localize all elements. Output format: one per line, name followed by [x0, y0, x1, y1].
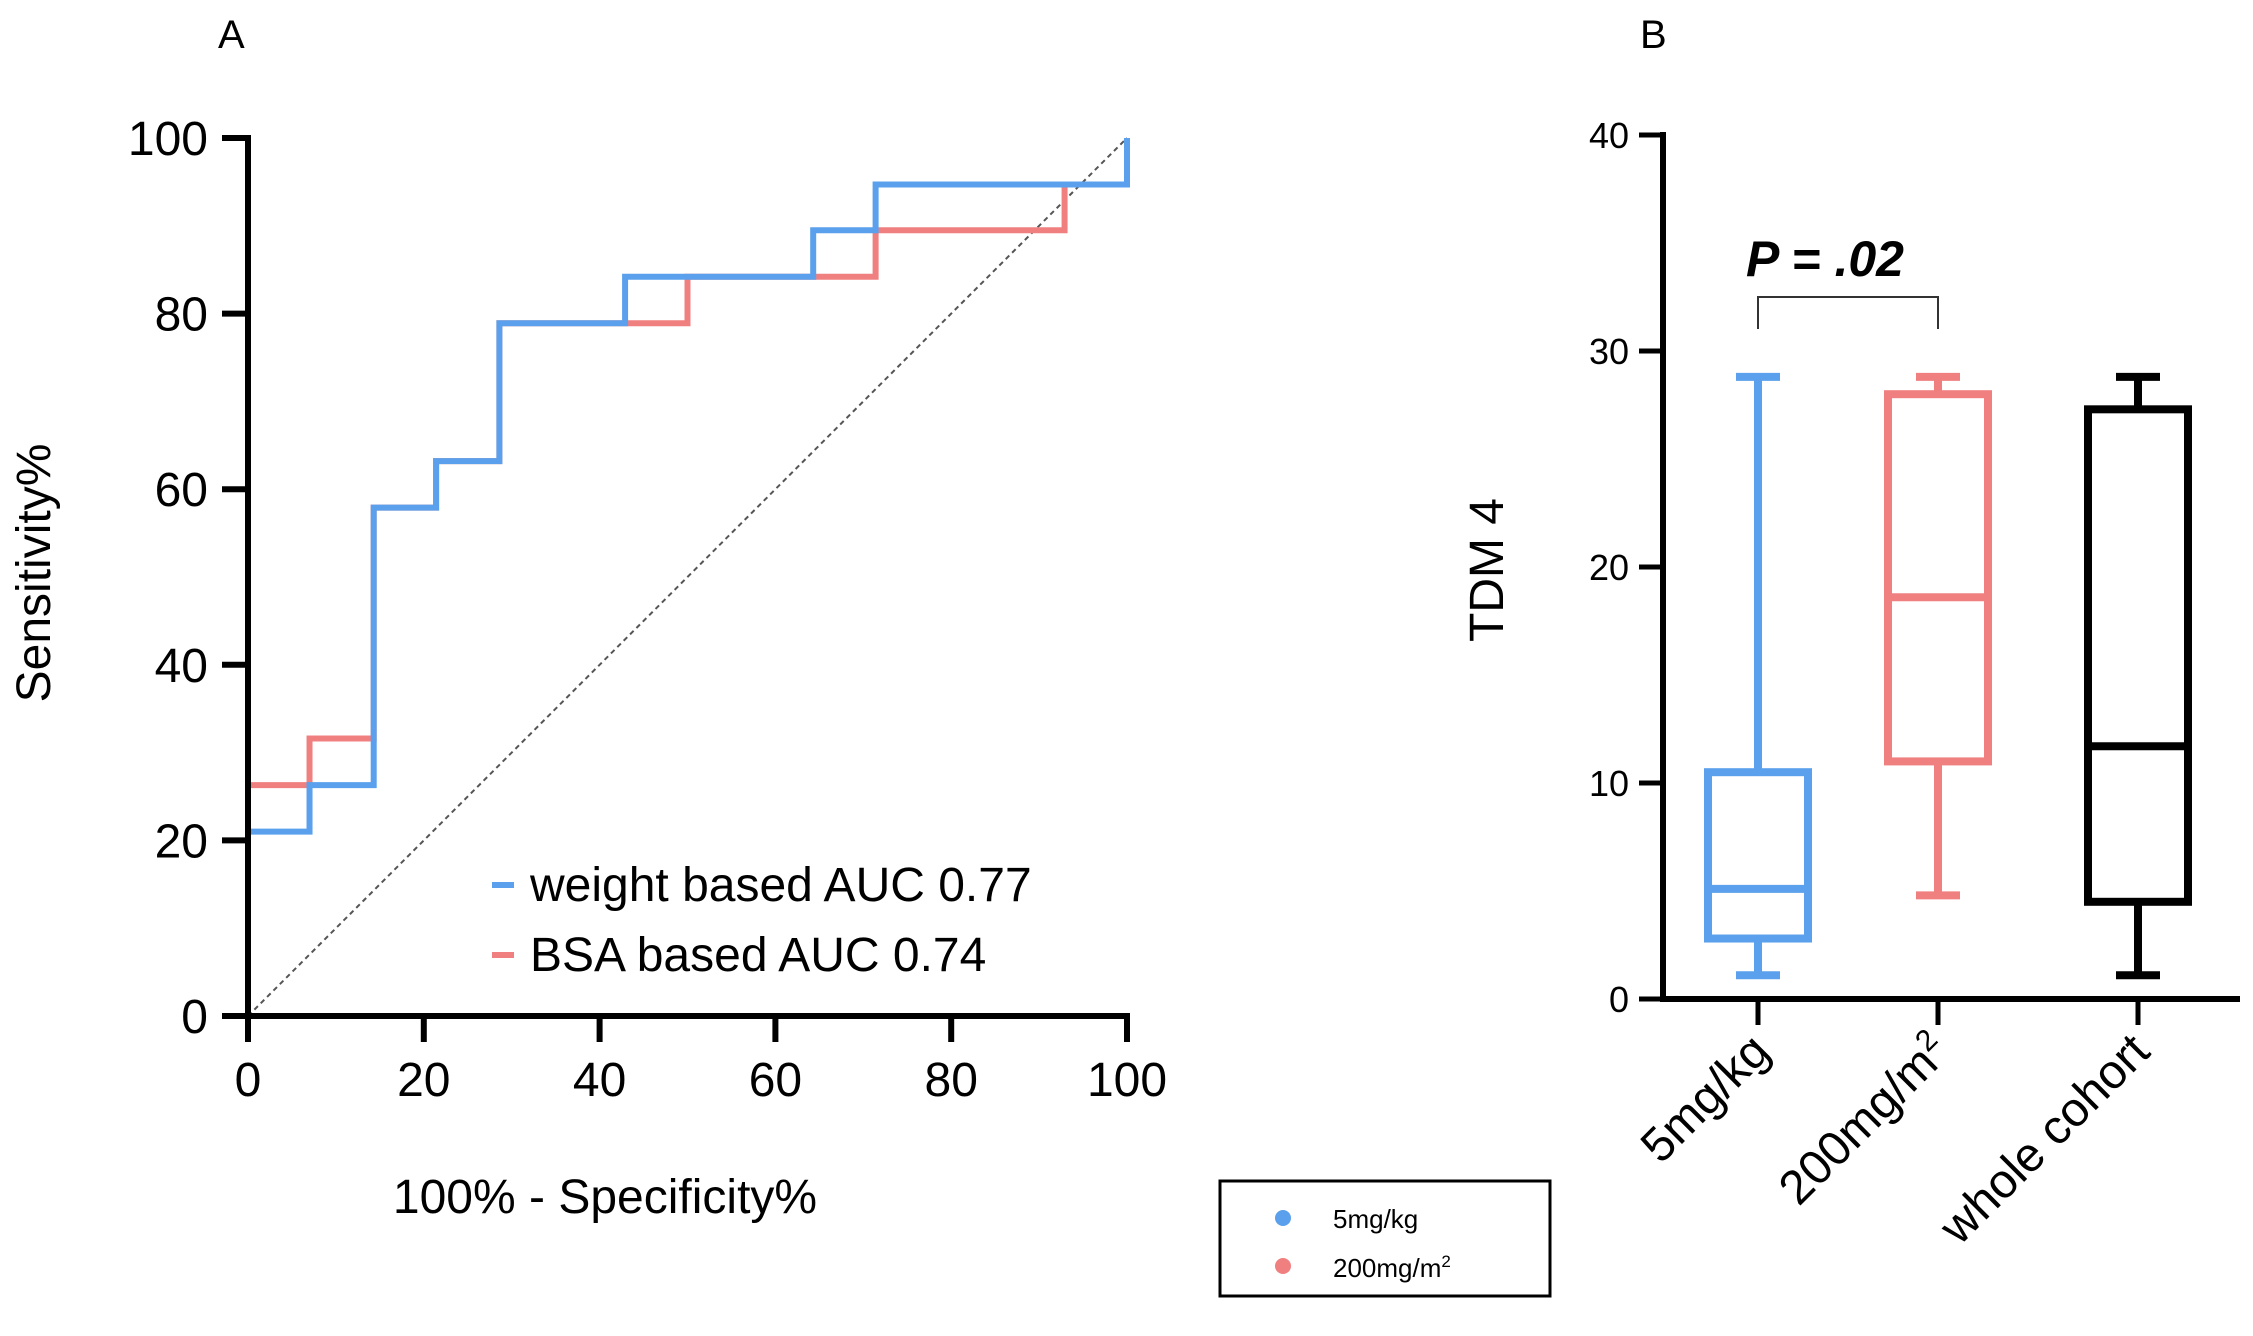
roc-y-tick-label: 0	[181, 991, 208, 1044]
box-iqr	[1704, 768, 1812, 943]
roc-reference-line	[247, 137, 1128, 1017]
legend-label-bsa: BSA based AUC 0.74	[530, 929, 986, 982]
dose-legend: 5mg/kg 200mg/m2	[1218, 1179, 1552, 1298]
roc-ticks: 0 20 40 60 80 100 0 20 40 60 80 100	[128, 113, 1167, 1107]
roc-x-axis-label: 100% - Specificity%	[393, 1171, 817, 1224]
dose-legend-frame	[1218, 1179, 1552, 1298]
roc-y-tick-label: 40	[155, 640, 208, 693]
dose-legend-dot-5mgkg	[1275, 1210, 1291, 1226]
box-plots	[1704, 372, 2192, 980]
roc-x-tick-label: 100	[1087, 1054, 1167, 1107]
roc-y-tick-label: 60	[155, 464, 208, 517]
box-y-axis-label: TDM 4	[1461, 498, 1514, 642]
roc-y-tick-label: 20	[155, 815, 208, 868]
box-y-tick-label: 30	[1589, 331, 1629, 372]
box-category-label: whole cohort	[1929, 1024, 2160, 1255]
panel-label-a: A	[218, 13, 245, 57]
box-ticks: 0 10 20 30 40	[1589, 115, 2141, 1025]
roc-x-tick-label: 80	[925, 1054, 978, 1107]
box-category-label: 200mg/m2	[1768, 1023, 1960, 1215]
legend-label-weight: weight based AUC 0.77	[529, 859, 1032, 912]
roc-x-tick-label: 60	[749, 1054, 802, 1107]
box-y-tick-label: 40	[1589, 115, 1629, 156]
box-y-tick-label: 0	[1609, 979, 1629, 1020]
significance-bracket	[1757, 296, 1939, 329]
panel-label-b: B	[1640, 13, 1667, 57]
box-y-tick-label: 10	[1589, 763, 1629, 804]
roc-line-weight	[245, 138, 1130, 1016]
roc-y-axis-label: Sensitivity%	[8, 444, 61, 703]
box-iqr	[2084, 405, 2192, 906]
roc-y-tick-label: 100	[128, 113, 208, 166]
roc-legend: weight based AUC 0.77 BSA based AUC 0.74	[492, 859, 1032, 982]
roc-x-tick-label: 40	[573, 1054, 626, 1107]
dose-legend-dot-200mgm2	[1275, 1258, 1291, 1274]
box-y-tick-label: 20	[1589, 547, 1629, 588]
roc-x-tick-label: 20	[397, 1054, 450, 1107]
roc-y-tick-label: 80	[155, 289, 208, 342]
roc-chart: 0 20 40 60 80 100 0 20 40 60 80 100 100% - Specific…	[8, 113, 1167, 1224]
dose-legend-label-200mgm2: 200mg/m2	[1333, 1252, 1451, 1283]
significance-label: P = .02	[1746, 231, 1904, 287]
roc-x-tick-label: 0	[235, 1054, 262, 1107]
box-category-label: 5mg/kg	[1631, 1024, 1780, 1173]
dose-legend-label-5mgkg: 5mg/kg	[1333, 1204, 1418, 1234]
box-iqr	[1884, 390, 1992, 766]
